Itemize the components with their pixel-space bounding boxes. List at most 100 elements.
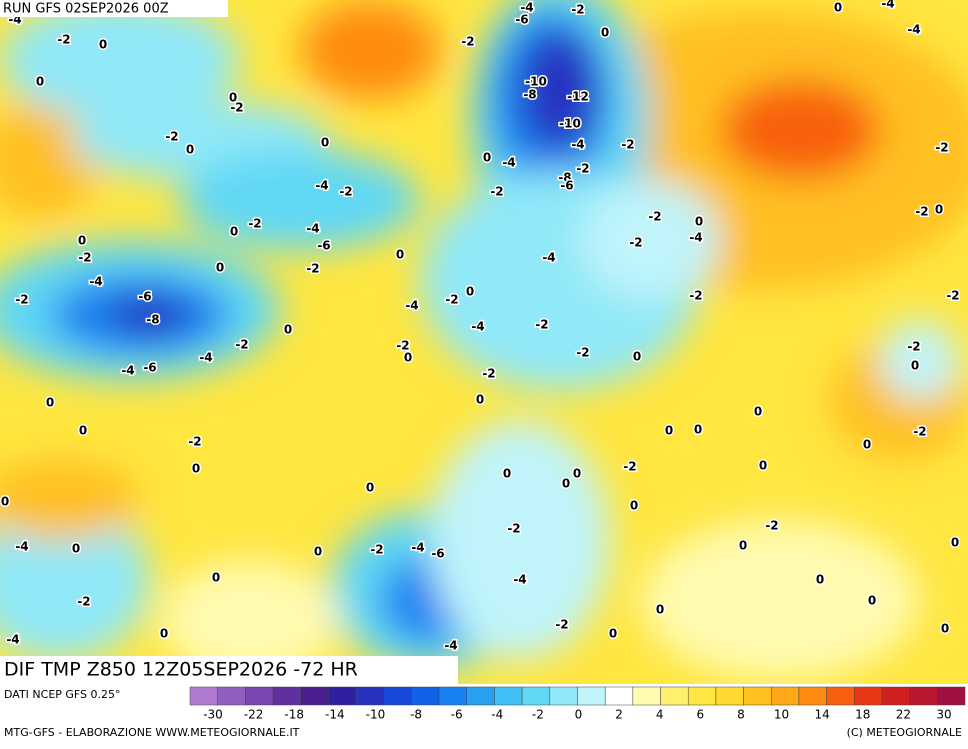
contour-label: 0 xyxy=(366,481,374,495)
contour-label: 0 xyxy=(160,627,168,641)
contour-label: 0 xyxy=(1,495,9,509)
contour-label: -2 xyxy=(689,289,702,303)
colorbar-tick-label: 8 xyxy=(737,708,745,722)
contour-label: -8 xyxy=(523,88,536,102)
colorbar-swatch xyxy=(438,686,468,706)
contour-label: -2 xyxy=(490,185,503,199)
colorbar-swatch xyxy=(577,686,606,706)
colorbar-swatch xyxy=(300,686,329,706)
contour-label: 0 xyxy=(941,622,949,636)
colorbar-tick-label: -22 xyxy=(244,708,264,722)
contour-label: 0 xyxy=(99,38,107,52)
contour-label: -2 xyxy=(621,138,634,152)
contour-label: 0 xyxy=(935,203,943,217)
contour-label: -4 xyxy=(306,222,319,236)
field-title: DIF TMP Z850 12Z05SEP2026 -72 HR xyxy=(4,659,358,681)
contour-label: -4 xyxy=(444,639,457,653)
contour-label: 0 xyxy=(396,248,404,262)
contour-label: 0 xyxy=(739,539,747,553)
contour-label: 0 xyxy=(321,136,329,150)
contour-label: -2 xyxy=(370,543,383,557)
contour-label: -2 xyxy=(248,217,261,231)
contour-label: -4 xyxy=(689,231,702,245)
contour-label: 0 xyxy=(78,234,86,248)
contour-label: -2 xyxy=(907,340,920,354)
contour-label: -2 xyxy=(165,130,178,144)
contour-label: -6 xyxy=(560,179,573,193)
contour-label: 0 xyxy=(284,323,292,337)
colorbar-swatch xyxy=(743,686,772,706)
contour-label: 0 xyxy=(816,573,824,587)
contour-label: -4 xyxy=(89,275,102,289)
contour-label: -10 xyxy=(525,75,547,89)
colorbar-swatch xyxy=(604,686,634,706)
contour-label: -2 xyxy=(445,293,458,307)
contour-labels: -4-2 000-2-20 0-2-6-4 -20-10-8 -12-10-40 -4 -2… xyxy=(0,0,961,654)
colorbar-swatch xyxy=(466,686,495,706)
contour-label: -6 xyxy=(515,13,528,27)
colorbar-tick-label: -2 xyxy=(532,708,544,722)
contour-label: 0 xyxy=(483,151,491,165)
colorbar-swatch xyxy=(521,686,551,706)
contour-label: -2 xyxy=(915,205,928,219)
colorbar-tick-label: 30 xyxy=(936,708,951,722)
colorbar-swatch xyxy=(798,686,827,706)
contour-label: -4 xyxy=(907,23,920,37)
contour-label: -2 xyxy=(935,141,948,155)
colorbar-swatch xyxy=(771,686,800,706)
colorbar-swatch xyxy=(328,686,357,706)
contour-label: -2 xyxy=(507,522,520,536)
colorbar-tick-label: 14 xyxy=(815,708,830,722)
contour-label: -4 xyxy=(199,351,212,365)
contour-label: 0 xyxy=(573,467,581,481)
contour-label: 0 xyxy=(609,627,617,641)
colorbar-tick-label: -10 xyxy=(366,708,386,722)
contour-label: 0 xyxy=(694,423,702,437)
source: DATI NCEP GFS 0.25° xyxy=(4,688,121,701)
colorbar-tick-label: -4 xyxy=(491,708,503,722)
colorbar-tick-label: -30 xyxy=(203,708,223,722)
colorbar-swatch xyxy=(660,686,689,706)
contour-label: -2 xyxy=(576,346,589,360)
contour-label: -6 xyxy=(143,361,156,375)
contour-label: -2 xyxy=(461,35,474,49)
contour-label: -4 xyxy=(471,320,484,334)
contour-label: -6 xyxy=(317,239,330,253)
contour-label: -4 xyxy=(315,179,328,193)
colorbar-swatch xyxy=(854,686,883,706)
colorbar-swatch xyxy=(687,686,717,706)
contour-label: -4 xyxy=(542,251,555,265)
field-box xyxy=(0,656,458,684)
contour-label: -2 xyxy=(482,367,495,381)
contour-label: 0 xyxy=(863,438,871,452)
colorbar-tick-label: 18 xyxy=(855,708,870,722)
contour-label: -4 xyxy=(881,0,894,11)
colorbar: -30 -22 -18 -14 -10 -8 -6 -4 -2 0 2 4 6 8 10 14 18 22 30 xyxy=(189,686,966,722)
contour-label: 0 xyxy=(229,91,237,105)
colorbar-swatch xyxy=(189,686,218,706)
colorbar-swatch xyxy=(715,686,744,706)
credit: MTG-GFS - ELABORAZIONE WWW.METEOGIORNALE… xyxy=(4,726,300,739)
contour-label: -2 xyxy=(765,519,778,533)
contour-label: -4 xyxy=(502,156,515,170)
contour-label: 0 xyxy=(466,285,474,299)
contour-label: -2 xyxy=(78,251,91,265)
colorbar-swatch xyxy=(632,686,661,706)
contour-label: -2 xyxy=(913,425,926,439)
contour-label: -8 xyxy=(146,313,159,327)
contour-label: 0 xyxy=(476,393,484,407)
contour-label: 0 xyxy=(695,215,703,229)
contour-label: 0 xyxy=(656,603,664,617)
contour-label: 0 xyxy=(46,396,54,410)
colorbar-tick-label: 4 xyxy=(656,708,664,722)
contour-label: -2 xyxy=(623,460,636,474)
contour-label: -4 xyxy=(571,138,584,152)
contour-label: -4 xyxy=(6,633,19,647)
run-title: RUN GFS 02SEP2026 00Z xyxy=(3,2,169,17)
contour-label: -4 xyxy=(411,541,424,555)
contour-label: -2 xyxy=(235,338,248,352)
run-box xyxy=(0,0,228,17)
colorbar-swatch xyxy=(217,686,246,706)
colorbar-swatch xyxy=(272,686,301,706)
